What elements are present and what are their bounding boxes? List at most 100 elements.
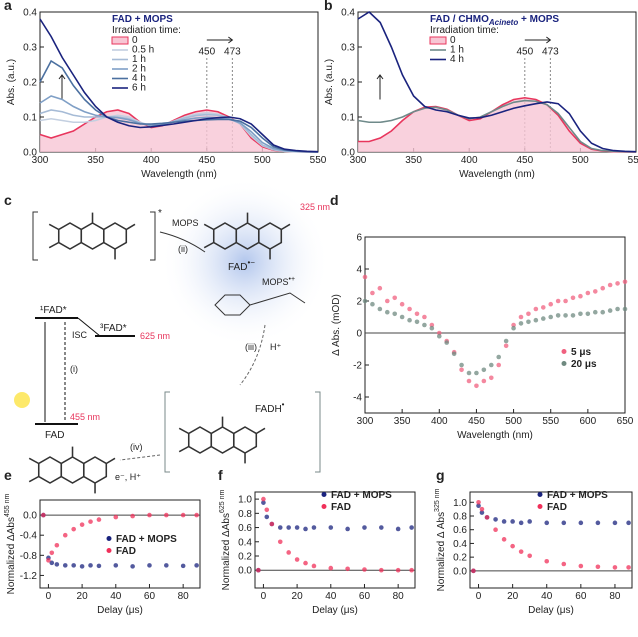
point [345,566,350,572]
y-axis-label: Normalized ΔAbs [221,513,232,590]
x-tick-label: 80 [393,591,405,602]
point [466,378,472,384]
label: FADH• [255,400,285,415]
point [563,298,568,304]
legend-swatch [561,349,567,354]
x-tick-label: 60 [575,591,587,602]
point [130,564,135,569]
label: ISC [72,330,88,340]
point [264,507,270,513]
legend-label: 2 h [132,64,146,75]
label: FADH [255,404,282,415]
point [488,362,494,368]
point [96,517,102,522]
y-tick-label: 0.1 [23,113,37,124]
line [39,59,319,153]
point [600,309,606,315]
y-axis-label: Normalized ΔAbs [6,517,17,594]
point [466,370,472,376]
legend-swatch [537,504,543,509]
label: 455 nm [70,412,100,422]
y-axis-label-sup: 625 nm [219,490,226,514]
point [578,293,583,299]
point [180,512,186,518]
label: ³FAD* [100,323,127,334]
point [362,298,368,304]
point [379,567,384,573]
point [414,319,420,325]
point [422,322,427,328]
y-tick-label: 0.2 [341,78,355,89]
point [130,513,135,519]
arrow [58,74,66,100]
legend-label: 1 h [450,45,464,56]
legend-label: FAD + MOPS [331,490,392,501]
legend-label: 0 [450,35,456,46]
point [379,525,384,530]
point [476,499,481,505]
y-tick-label: 0.2 [23,78,37,89]
label: (iii) [245,342,257,352]
scheme: c * MOPS (ii) 325 nm FAD•− MOPS•+ (iii) … [4,177,330,495]
point [548,314,554,320]
x-axis-label: Delay (μs) [97,605,143,616]
point [479,506,485,512]
y-tick-label: 0 [356,329,362,340]
y-tick-label: 0.6 [453,525,467,536]
point [544,558,550,564]
point [46,558,51,563]
point [264,514,270,520]
x-tick-label: 300 [32,155,49,166]
point [62,563,68,568]
y-axis-label: Abs. (a.u.) [324,59,335,105]
plot-frame [39,499,201,589]
area [358,97,636,152]
point [88,563,93,568]
point [626,565,631,570]
point [510,543,515,549]
y-axis-label-sup: 325 nm [434,488,441,512]
point [533,306,539,312]
point [474,383,479,389]
point [328,565,334,571]
chart-title: FAD / CHMOAcineto + MOPS [430,14,559,27]
point [561,520,567,526]
legend-label: FAD [547,502,567,513]
point [578,520,584,526]
point [526,311,531,317]
x-tick-label: 500 [505,416,522,427]
y-axis-label-sup: 455 nm [4,494,11,518]
legend-label: 4 h [450,54,464,65]
point [444,340,450,345]
x-axis-label: Wavelength (nm) [459,169,535,180]
label: (iv) [130,442,143,452]
point [54,562,60,567]
bracket [32,211,156,261]
point [414,311,420,317]
label: • [282,400,285,409]
y-tick-label: 0.0 [453,566,467,577]
arrow [77,317,101,337]
point [399,314,405,320]
legend-label: 0 [132,35,138,46]
point [395,526,401,532]
y-tick-label: 0.0 [23,511,37,522]
panel-label: d [330,192,339,208]
point [570,295,576,301]
legend-label: FAD [116,546,136,557]
point [484,515,490,520]
point [147,563,152,568]
point [345,526,350,532]
bracket [164,391,321,473]
x-tick-label: 550 [310,155,327,166]
chart-title: FAD + MOPS [112,14,173,25]
point [471,568,476,574]
legend-label: 1 h [132,54,146,65]
point [540,316,546,321]
label: 325 nm [300,202,330,212]
line [357,99,637,153]
legend-swatch [321,492,327,497]
x-tick-label: 0 [476,591,482,602]
y-axis-label: Abs. (a.u.) [6,59,17,105]
